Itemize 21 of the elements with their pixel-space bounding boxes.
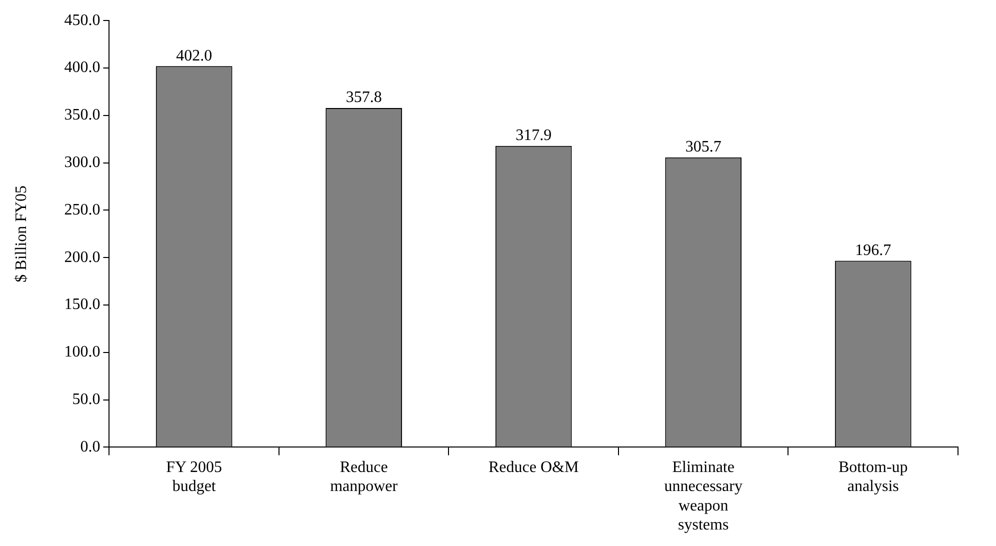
data-label: 402.0 xyxy=(176,47,212,64)
x-tick-label: Eliminate unnecessary weapon systems xyxy=(664,459,742,534)
y-tick-label: 250.0 xyxy=(64,201,100,218)
x-tick-label: Bottom-up analysis xyxy=(838,459,908,496)
y-tick-label: 300.0 xyxy=(64,154,100,172)
y-axis-title: $ Billion FY05 xyxy=(12,185,30,282)
y-tick-label: 200.0 xyxy=(64,248,100,266)
x-tick-label: FY 2005 budget xyxy=(166,459,222,496)
y-tick-label: 450.0 xyxy=(64,12,100,29)
y-tick-label: 0.0 xyxy=(80,438,100,456)
data-label: 357.8 xyxy=(346,89,382,106)
data-label: 196.7 xyxy=(855,242,892,259)
x-tick-label: Reduce O&M xyxy=(488,459,579,476)
y-tick-label: 400.0 xyxy=(64,59,100,76)
data-label: 317.9 xyxy=(516,127,552,144)
y-tick-label: 100.0 xyxy=(64,344,100,361)
y-tick-label: 50.0 xyxy=(72,391,100,408)
y-tick-label: 150.0 xyxy=(64,296,100,314)
x-tick-label: Reduce manpower xyxy=(330,459,398,496)
data-label: 305.7 xyxy=(685,138,722,156)
y-tick-label: 350.0 xyxy=(64,106,100,124)
